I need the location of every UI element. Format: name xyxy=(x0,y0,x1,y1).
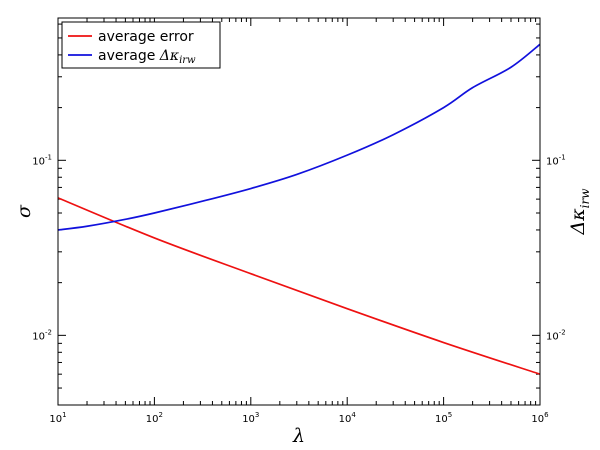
legend-label-2: average Δκirw xyxy=(98,48,196,66)
y-tick-label-left: 10-1 xyxy=(32,153,52,167)
axis-ticks xyxy=(57,18,540,406)
x-tick-label: 101 xyxy=(49,411,66,425)
legend-label-1: average error xyxy=(98,29,194,45)
series-lines xyxy=(57,43,541,375)
x-tick-label: 106 xyxy=(531,411,549,425)
x-tick-label: 105 xyxy=(435,411,452,425)
x-tick-label: 104 xyxy=(339,411,357,425)
x-axis-label: λ xyxy=(292,425,305,447)
y-tick-label-right: 10-2 xyxy=(546,328,566,342)
y-tick-label-left: 10-2 xyxy=(32,328,52,342)
series-line-1 xyxy=(57,197,541,375)
x-tick-label: 103 xyxy=(242,411,259,425)
series-line-2 xyxy=(57,43,541,231)
y2-axis-label: Δκirw xyxy=(567,188,592,236)
y-axis-label: σ xyxy=(13,204,35,218)
y-tick-label-right: 10-1 xyxy=(546,153,566,167)
plot-frame xyxy=(57,17,541,406)
x-tick-label: 102 xyxy=(146,411,163,425)
legend: average error average Δκirw xyxy=(61,21,221,69)
tick-labels: 101 102 103 104 105 106 10-2 10-2 10-1 10-1 xyxy=(32,153,565,425)
legend-box xyxy=(61,21,221,69)
